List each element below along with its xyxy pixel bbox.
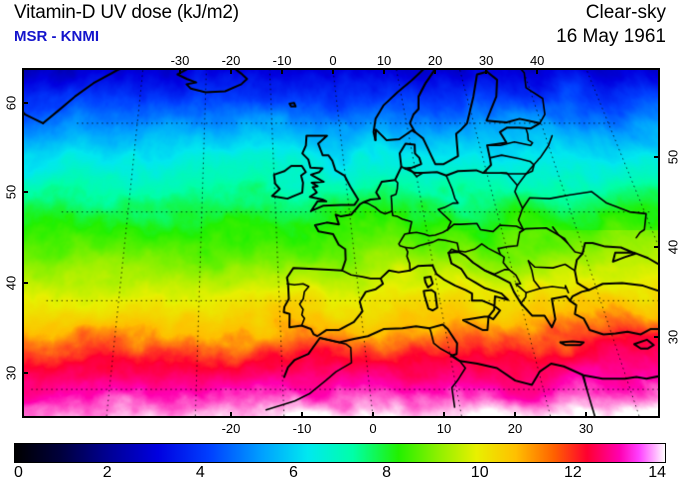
axis-tick-label: 0 <box>329 53 336 68</box>
axis-tick-label: 40 <box>530 53 544 68</box>
axis-tick-mark <box>301 412 303 418</box>
axis-tick-label: -10 <box>293 421 312 436</box>
axis-tick-mark <box>22 282 28 284</box>
axis-tick-mark <box>179 68 181 74</box>
colorbar-tick-label: 12 <box>564 464 582 482</box>
colorbar-tick-label: 14 <box>648 464 666 482</box>
axis-tick-label: 30 <box>4 362 19 384</box>
axis-tick-label: 0 <box>369 421 376 436</box>
colorbar-tick-label: 0 <box>14 464 23 482</box>
date-label: 16 May 1961 <box>556 26 666 48</box>
axis-tick-mark <box>22 372 28 374</box>
axis-tick-mark <box>332 68 334 74</box>
axis-tick-label: 40 <box>4 272 19 294</box>
axis-tick-label: 10 <box>437 421 451 436</box>
axis-tick-label: -20 <box>222 421 241 436</box>
axis-tick-label: -30 <box>171 53 190 68</box>
colorbar-tick-label: 6 <box>289 464 298 482</box>
axis-tick-label: 50 <box>666 146 678 168</box>
colorbar-tick-label: 10 <box>471 464 489 482</box>
axis-tick-mark <box>434 68 436 74</box>
axis-tick-label: 50 <box>4 181 19 203</box>
axis-tick-label: 40 <box>666 236 678 258</box>
colorbar-gradient <box>15 444 665 462</box>
axis-tick-mark <box>585 412 587 418</box>
chart-header: Vitamin-D UV dose (kJ/m2) MSR - KNMI Cle… <box>0 0 678 52</box>
uv-dose-heatmap <box>24 70 658 416</box>
colorbar-tick-label: 8 <box>382 464 391 482</box>
map-frame <box>22 68 660 418</box>
axis-tick-label: 30 <box>666 326 678 348</box>
axis-tick-mark <box>654 246 660 248</box>
axis-tick-mark <box>281 68 283 74</box>
page-title: Vitamin-D UV dose (kJ/m2) <box>14 2 239 24</box>
axis-tick-label: 20 <box>428 53 442 68</box>
axis-tick-mark <box>383 68 385 74</box>
axis-tick-mark <box>22 191 28 193</box>
axis-tick-label: 60 <box>4 92 19 114</box>
axis-tick-label: 30 <box>579 421 593 436</box>
axis-tick-mark <box>443 412 445 418</box>
colorbar-region: 0 2 4 6 8 10 12 14 <box>14 443 666 480</box>
axis-tick-mark <box>22 102 28 104</box>
colorbar <box>14 443 666 463</box>
axis-tick-label: 10 <box>377 53 391 68</box>
axis-tick-mark <box>230 412 232 418</box>
colorbar-tick-label: 4 <box>196 464 205 482</box>
source-label: MSR - KNMI <box>14 28 99 45</box>
axis-tick-mark <box>372 412 374 418</box>
axis-tick-label: -20 <box>222 53 241 68</box>
axis-tick-label: 30 <box>479 53 493 68</box>
axis-tick-mark <box>485 68 487 74</box>
axis-tick-mark <box>514 412 516 418</box>
axis-tick-mark <box>654 156 660 158</box>
condition-label: Clear-sky <box>586 2 666 24</box>
axis-tick-mark <box>654 336 660 338</box>
axis-tick-mark <box>536 68 538 74</box>
colorbar-tick-label: 2 <box>103 464 112 482</box>
axis-tick-mark <box>230 68 232 74</box>
axis-tick-label: -10 <box>273 53 292 68</box>
axis-tick-label: 20 <box>508 421 522 436</box>
